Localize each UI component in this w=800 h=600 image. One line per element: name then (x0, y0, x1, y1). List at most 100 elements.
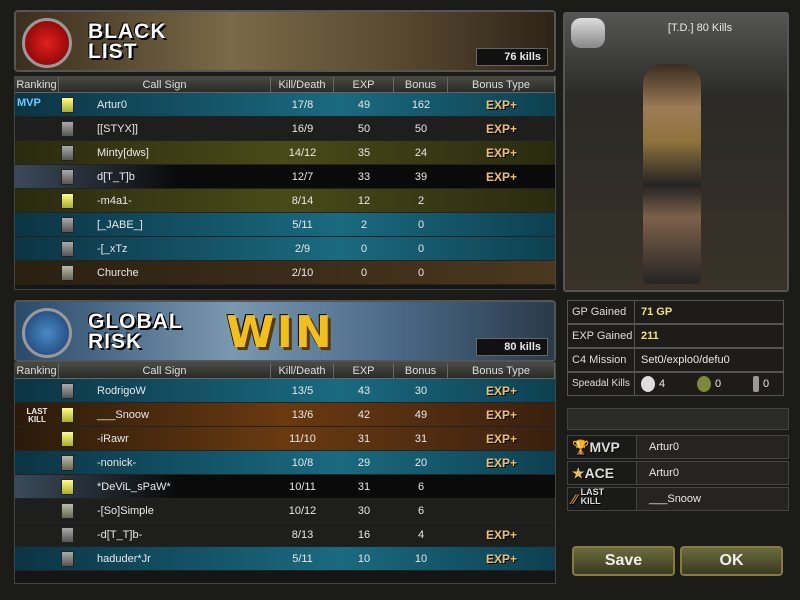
column-header[interactable]: Call Sign (59, 363, 271, 378)
table-row[interactable]: -[_xTz 2/9 0 0 (15, 237, 555, 261)
bonus: 20 (414, 456, 428, 469)
bonus: 30 (414, 384, 428, 397)
bonus-type: EXP+ (485, 121, 518, 136)
call-sign: -[_xTz (97, 242, 128, 255)
player-panel: [T.D.] 80 Kills (563, 12, 789, 292)
bonus: 0 (417, 218, 425, 231)
kill-death: 8/13 (291, 528, 314, 541)
rank-silver-icon (61, 145, 74, 161)
kill-death: 17/8 (291, 98, 314, 111)
win-label: WIN (226, 307, 334, 358)
table-row[interactable]: LAST KILL ___Snoow 13/6 42 49 EXP+ (15, 403, 555, 427)
bonus-type: EXP+ (485, 455, 518, 470)
column-header[interactable]: Bonus Type (448, 77, 555, 92)
exp: 30 (357, 504, 371, 517)
bonus-type: EXP+ (485, 169, 518, 184)
rank-sergeant-icon (61, 503, 74, 519)
column-header[interactable]: Bonus (394, 77, 448, 92)
column-header[interactable]: Call Sign (59, 77, 271, 92)
knife-icon (753, 376, 759, 392)
column-header[interactable]: Bonus Type (448, 363, 555, 378)
table-row[interactable]: RodrigoW 13/5 43 30 EXP+ (15, 379, 555, 403)
rank-sergeant-icon (61, 455, 74, 471)
column-header[interactable]: EXP (334, 77, 394, 92)
table-row[interactable]: MVP Artur0 17/8 49 162 EXP+ (15, 93, 555, 117)
character-image (643, 64, 701, 284)
table-header: Ranking Call Sign Kill/Death EXP Bonus Bonus … (15, 77, 555, 93)
empty-field (567, 408, 789, 430)
team-emblem-icon (22, 308, 72, 358)
bonus: 10 (414, 552, 428, 565)
column-header[interactable]: Bonus (394, 363, 448, 378)
table-row[interactable]: Churche 2/10 0 0 (15, 261, 555, 285)
ace-player: Artur0 (636, 462, 788, 484)
kill-death: 2/9 (294, 242, 311, 255)
column-header[interactable]: Ranking (15, 363, 59, 378)
bonus-type: EXP+ (485, 407, 518, 422)
column-header[interactable]: Ranking (15, 77, 59, 92)
exp-value: 211 (641, 330, 659, 342)
column-header[interactable]: EXP (334, 363, 394, 378)
exp: 50 (357, 122, 371, 135)
call-sign: -d[T_T]b- (97, 528, 143, 541)
bonus: 0 (417, 242, 425, 255)
exp: 31 (357, 432, 371, 445)
team2-banner: GLOBAL RISK WIN 80 kills (14, 300, 556, 362)
ok-button[interactable]: OK (680, 546, 783, 576)
exp: 29 (357, 456, 371, 469)
c4-label: C4 Mission (568, 349, 635, 371)
bonus-type: EXP+ (485, 383, 518, 398)
team1-name-line2: LIST (88, 40, 138, 63)
rank-silver-icon (61, 121, 74, 137)
team-emblem-icon (22, 18, 72, 68)
save-button[interactable]: Save (572, 546, 675, 576)
exp: 12 (357, 194, 371, 207)
kill-death: 10/11 (289, 480, 316, 493)
exp: 0 (360, 242, 368, 255)
kill-death: 8/14 (291, 194, 314, 207)
rank-yellow-icon (61, 193, 74, 209)
table-row[interactable]: *DeViL_sPaW* 10/11 31 6 (15, 475, 555, 499)
call-sign: -[So]Simple (97, 504, 154, 517)
table-row[interactable]: -[So]Simple 10/12 30 6 (15, 499, 555, 523)
table-row[interactable]: -nonick- 10/8 29 20 EXP+ (15, 451, 555, 475)
table-row[interactable]: -iRawr 11/10 31 31 EXP+ (15, 427, 555, 451)
call-sign: [_JABE_] (97, 218, 143, 231)
table-row[interactable]: Minty[dws] 14/12 35 24 EXP+ (15, 141, 555, 165)
exp: 33 (357, 170, 371, 183)
table-row[interactable]: haduder*Jr 5/11 10 10 EXP+ (15, 547, 555, 571)
ace-label: ACE (584, 465, 615, 481)
call-sign: Churche (97, 266, 139, 279)
rank-silver-icon (61, 527, 74, 543)
table-row[interactable]: -m4a1- 8/14 12 2 (15, 189, 555, 213)
table-row[interactable]: [_JABE_] 5/11 2 0 (15, 213, 555, 237)
column-header[interactable]: Kill/Death (271, 363, 334, 378)
call-sign: d[T_T]b (97, 170, 135, 183)
table-row[interactable]: -d[T_T]b- 8/13 16 4 EXP+ (15, 523, 555, 547)
stats-panel: GP Gained 71 GP EXP Gained 211 C4 Mission S… (567, 300, 784, 396)
exp: 42 (357, 408, 371, 421)
bonus: 6 (417, 504, 425, 517)
ace-award: ★ACE Artur0 (567, 461, 789, 485)
bonus: 2 (417, 194, 425, 207)
rank-yellow-icon (61, 479, 74, 495)
special-kills: 4 0 0 (635, 373, 783, 395)
team2-kills: 80 kills (476, 338, 548, 356)
table-row[interactable]: [[STYX]] 16/9 50 50 EXP+ (15, 117, 555, 141)
team1-kills: 76 kills (476, 48, 548, 66)
kill-death: 5/11 (292, 218, 313, 231)
exp-label: EXP Gained (568, 325, 635, 347)
team2-name-line1: GLOBAL (88, 310, 183, 333)
call-sign: Artur0 (97, 98, 127, 111)
exp: 2 (360, 218, 368, 231)
column-header[interactable]: Kill/Death (271, 77, 334, 92)
table-row[interactable]: d[T_T]b 12/7 33 39 EXP+ (15, 165, 555, 189)
mvp-label: MVP (589, 439, 620, 455)
rank-badge: MVP (17, 97, 41, 109)
kill-death: 16/9 (291, 122, 314, 135)
rank-badge: LAST KILL (26, 407, 48, 424)
special-kills-label: Speadal Kills (568, 373, 635, 395)
last-kill-label: LAST KILL (580, 487, 605, 506)
call-sign: Minty[dws] (97, 146, 149, 159)
exp: 10 (357, 552, 371, 565)
